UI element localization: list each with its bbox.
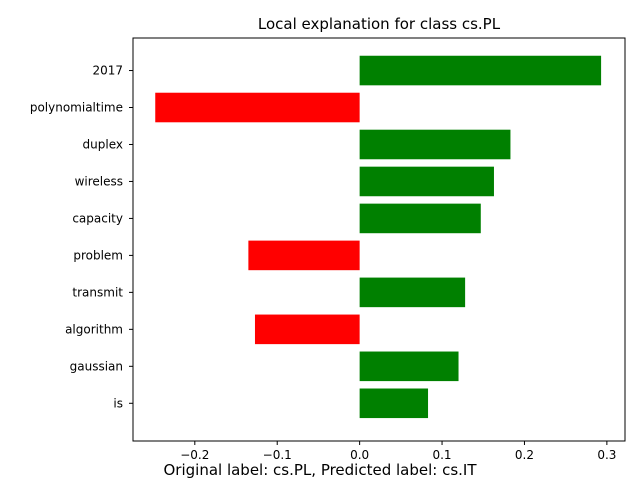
y-tick-label: capacity: [72, 211, 123, 225]
bar-capacity: [359, 203, 481, 234]
y-tick-label: is: [113, 396, 123, 410]
bar-wireless: [359, 166, 494, 197]
x-tick-label: −0.2: [180, 448, 209, 462]
bar-transmit: [359, 277, 466, 308]
x-tick-label: −0.1: [263, 448, 292, 462]
prediction-caption: Original label: cs.PL, Predicted label: …: [163, 461, 477, 479]
bars-group: [155, 55, 602, 419]
bar-problem: [248, 240, 360, 271]
y-tick-label: wireless: [75, 174, 123, 188]
y-tick-label: duplex: [83, 137, 123, 151]
y-tick-label: algorithm: [65, 322, 123, 336]
x-tick-label: 0.0: [350, 448, 369, 462]
y-axis: 2017 polynomialtime duplex wireless capacity…: [30, 64, 133, 410]
plot-frame: [132, 37, 626, 442]
y-tick-label: polynomialtime: [30, 101, 123, 115]
bar-2017: [359, 55, 602, 86]
chart-title: Local explanation for class cs.PL: [258, 15, 501, 33]
bar-algorithm: [254, 314, 360, 345]
x-tick-label: 0.3: [597, 448, 616, 462]
x-tick-label: 0.1: [432, 448, 451, 462]
x-tick-label: 0.2: [515, 448, 534, 462]
bar-is: [359, 388, 429, 419]
y-tick-label: transmit: [72, 285, 123, 299]
bar-duplex: [359, 129, 511, 160]
bar-polynomialtime: [155, 92, 360, 123]
bar-gaussian: [359, 351, 459, 382]
y-tick-label: 2017: [92, 64, 123, 78]
y-tick-label: gaussian: [70, 359, 123, 373]
y-tick-label: problem: [73, 248, 123, 262]
x-axis: −0.2 −0.1 0.0 0.1 0.2 0.3: [180, 441, 616, 462]
